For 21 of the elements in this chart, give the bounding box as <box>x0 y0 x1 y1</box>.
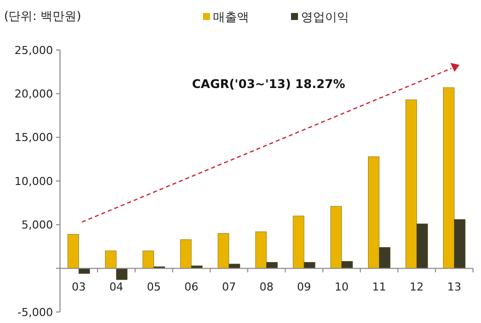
y-tick-label: 20,000 <box>14 88 53 101</box>
x-tick-label: 06 <box>184 280 198 294</box>
x-tick-label: 09 <box>297 280 312 294</box>
x-tick-label: 05 <box>146 280 161 294</box>
x-tick-label: 04 <box>109 280 124 294</box>
y-tick-label: 5,000 <box>22 218 53 232</box>
x-tick-label: 13 <box>447 280 462 294</box>
y-axis-title: (단위: 백만원) <box>4 9 82 23</box>
legend-label: 영업이익 <box>301 10 349 24</box>
x-tick-label: 07 <box>222 280 236 294</box>
x-tick-label: 11 <box>372 280 386 294</box>
x-tick-label: 10 <box>334 280 349 294</box>
legend-label: 매출액 <box>213 10 249 24</box>
y-tick-label: 15,000 <box>14 131 53 144</box>
x-tick-label: 12 <box>410 280 424 294</box>
y-tick-label: 25,000 <box>14 44 53 57</box>
x-tick-label: 08 <box>260 280 274 294</box>
x-tick-label: 03 <box>72 280 86 294</box>
y-tick-label: -5,000 <box>18 306 53 319</box>
y-tick-label: 10,000 <box>14 174 53 188</box>
annotation: CAGR('03~'13) 18.27% <box>192 77 346 91</box>
